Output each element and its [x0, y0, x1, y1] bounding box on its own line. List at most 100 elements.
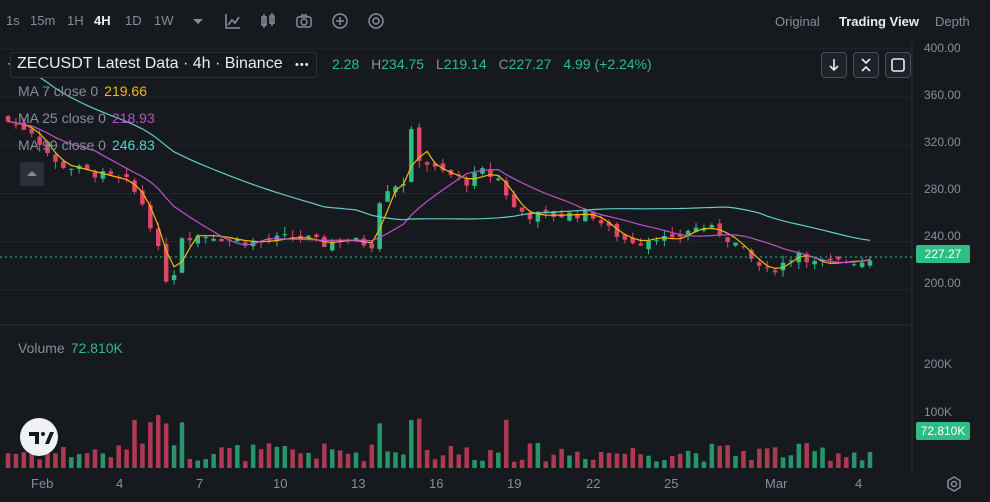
- collapse-legend-icon[interactable]: [20, 162, 44, 186]
- candle-body: [812, 260, 817, 265]
- view-depth[interactable]: Depth: [935, 14, 970, 29]
- chart-settings-icon[interactable]: [944, 474, 964, 494]
- ma7-legend[interactable]: MA 7 close 0 219.66: [18, 83, 147, 99]
- ma25-value: 218.93: [111, 110, 155, 126]
- volume-bar: [329, 449, 335, 468]
- volume-bar: [654, 461, 659, 468]
- volume-bar: [116, 445, 121, 468]
- volume-bar: [480, 460, 485, 468]
- volume-bar: [195, 460, 201, 468]
- volume-bar: [496, 452, 501, 468]
- candle-body: [867, 260, 873, 266]
- candle-body: [646, 240, 651, 250]
- ma25-legend[interactable]: MA 25 close 0 218.93: [18, 110, 155, 126]
- volume-tick-label: 100K: [924, 405, 953, 419]
- candle-body: [84, 164, 90, 169]
- collapse-button[interactable]: [853, 52, 879, 78]
- candle-body: [211, 238, 216, 241]
- volume-bar: [337, 450, 343, 468]
- candle-body: [638, 243, 643, 246]
- candle-body: [503, 180, 509, 196]
- ma7-value: 219.66: [104, 83, 147, 99]
- candle-body: [606, 222, 612, 226]
- volume-bar: [764, 448, 770, 468]
- volume-bar: [13, 453, 19, 468]
- volume-bar: [464, 447, 469, 468]
- volume-bar: [772, 447, 778, 468]
- volume-bar: [859, 460, 865, 468]
- view-original[interactable]: Original: [775, 14, 820, 29]
- tradingview-logo[interactable]: [20, 418, 58, 456]
- volume-bar: [84, 453, 90, 468]
- candle-body: [804, 253, 809, 263]
- volume-bar: [393, 452, 398, 468]
- timeframe-1s[interactable]: 1s: [6, 13, 20, 28]
- scroll-down-button[interactable]: [821, 52, 847, 78]
- volume-label: Volume: [18, 340, 65, 356]
- symbol-label[interactable]: ZECUSDT Latest Data · 4h · Binance •••: [10, 52, 317, 78]
- time-axis[interactable]: Feb 4 7 10 13 16 19 22 25 Mar 4: [0, 474, 990, 502]
- volume-bar: [685, 450, 691, 468]
- timeframe-1h[interactable]: 1H: [67, 13, 84, 28]
- volume-bar: [851, 452, 857, 468]
- volume-bar: [867, 452, 873, 468]
- volume-bar: [45, 451, 50, 468]
- high-value: 234.75: [381, 56, 425, 72]
- candle-body: [242, 242, 248, 246]
- more-options-icon[interactable]: •••: [295, 59, 310, 71]
- plus-circle-icon[interactable]: [330, 11, 350, 31]
- volume-bar: [416, 418, 422, 468]
- candle-body: [250, 240, 256, 247]
- collapse-icon: [861, 58, 871, 72]
- volume-bar: [156, 415, 161, 468]
- current-volume-tag: 72.810K: [916, 422, 970, 440]
- candle-body: [717, 223, 722, 235]
- timeframe-15m[interactable]: 15m: [30, 13, 56, 28]
- candle-body: [828, 258, 833, 261]
- volume-bar: [53, 453, 58, 468]
- volume-bar: [148, 422, 153, 468]
- x-tick-feb: Feb: [31, 476, 54, 491]
- candle-body: [496, 178, 501, 181]
- x-tick-13: 13: [351, 476, 366, 491]
- volume-bar: [250, 444, 256, 468]
- chevron-down-icon[interactable]: [188, 11, 208, 31]
- close-label: C: [498, 56, 509, 72]
- candle-body: [61, 161, 66, 169]
- candle-body: [21, 122, 27, 130]
- fullscreen-button[interactable]: [885, 52, 911, 78]
- camera-icon[interactable]: [294, 11, 314, 31]
- candle-body: [306, 235, 311, 238]
- timeframe-1w[interactable]: 1W: [154, 13, 174, 28]
- candle-body: [741, 246, 746, 248]
- ma99-legend[interactable]: MA 99 close 0 246.83: [18, 137, 155, 153]
- volume-bar: [322, 443, 327, 468]
- settings-icon[interactable]: [366, 11, 386, 31]
- price-tick-label: 320.00: [924, 135, 961, 149]
- volume-bar: [551, 454, 556, 468]
- candle-body: [92, 172, 98, 178]
- chart-type-icon[interactable]: [223, 11, 243, 31]
- candles-icon[interactable]: [258, 11, 278, 31]
- candle-body: [677, 234, 683, 237]
- volume-bar: [583, 458, 588, 468]
- volume-bar: [646, 455, 651, 468]
- view-trading-view[interactable]: Trading View: [839, 14, 919, 29]
- x-tick-19: 19: [507, 476, 522, 491]
- x-tick-4: 4: [116, 476, 124, 491]
- candle-body: [187, 238, 193, 241]
- volume-bar: [61, 447, 66, 468]
- volume-bar: [100, 453, 106, 468]
- candle-body: [725, 237, 730, 243]
- price-chart[interactable]: [0, 44, 990, 474]
- ma99-value: 246.83: [111, 137, 155, 153]
- volume-bar: [749, 459, 754, 468]
- volume-bar: [21, 452, 27, 468]
- symbol-title: ZECUSDT Latest Data · 4h · Binance: [17, 55, 283, 72]
- candle-body: [859, 262, 865, 268]
- timeframe-4h[interactable]: 4H: [94, 13, 111, 28]
- candle-body: [851, 264, 857, 266]
- volume-bar: [503, 419, 509, 468]
- volume-bar: [575, 451, 580, 468]
- timeframe-1d[interactable]: 1D: [125, 13, 142, 28]
